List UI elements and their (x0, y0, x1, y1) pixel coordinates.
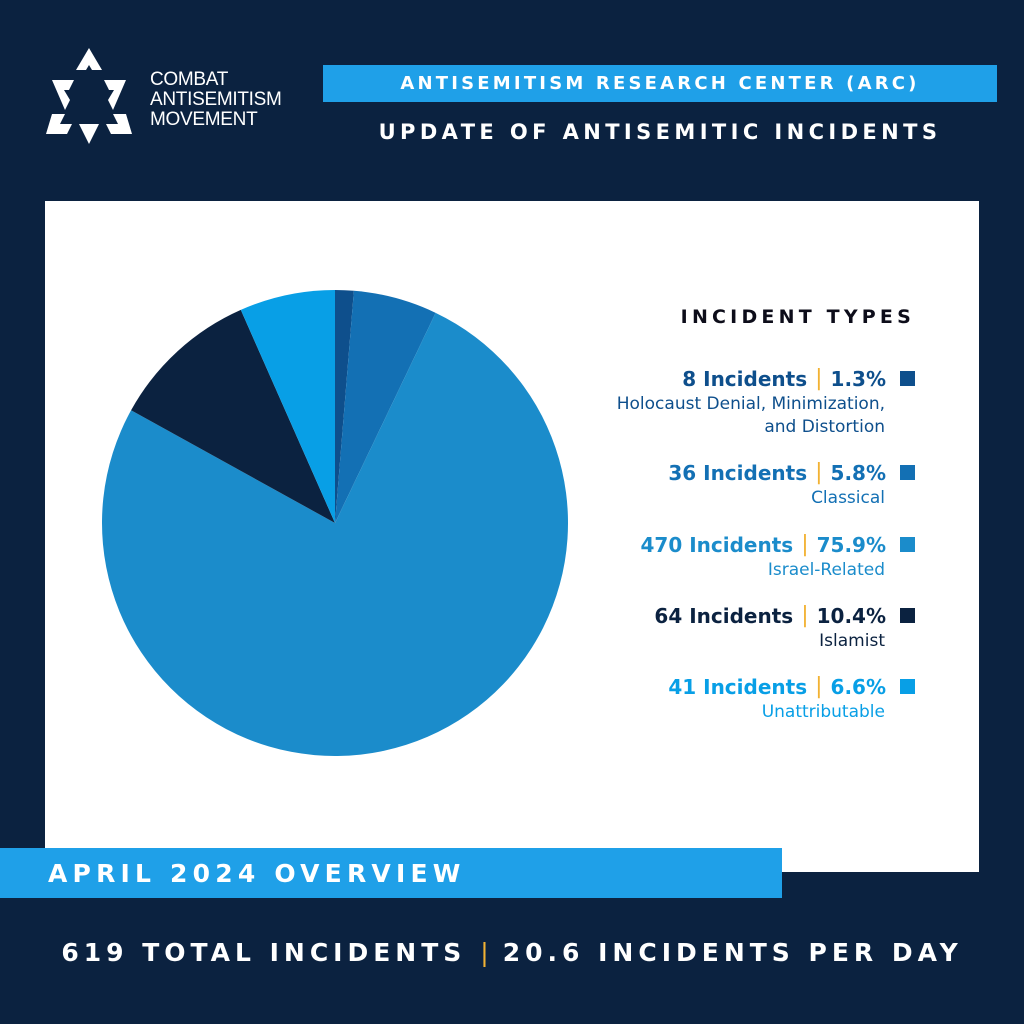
legend-entry: 470 Incidents | 75.9% Israel-Related (560, 532, 915, 582)
pie-slice-israel-related (101, 312, 569, 756)
legend-separator: | (801, 603, 809, 628)
legend-swatch (900, 465, 915, 480)
legend-swatch (900, 371, 915, 386)
pie-chart (101, 290, 569, 756)
org-banner: ANTISEMITISM RESEARCH CENTER (ARC) (323, 65, 997, 102)
legend-percent: 75.9% (816, 532, 886, 557)
legend-swatch (900, 608, 915, 623)
legend-separator: | (815, 366, 823, 391)
pie-slice-holocaust-denial-minimization-and-distortion (335, 290, 354, 523)
overview-label: APRIL 2024 OVERVIEW (48, 859, 466, 888)
legend-category-label: Unattributable (761, 702, 885, 722)
legend-percent: 10.4% (816, 603, 886, 628)
legend-entry: 8 Incidents | 1.3% Holocaust Denial, Minimi… (560, 366, 915, 439)
legend-separator: | (815, 674, 823, 699)
legend-entry: 41 Incidents | 6.6% Unattributable (560, 674, 915, 724)
legend-percent: 1.3% (830, 366, 886, 391)
legend-entry: 36 Incidents | 5.8% Classical (560, 460, 915, 510)
pie-slice-unattributable (240, 290, 335, 523)
legend-percent: 5.8% (830, 460, 886, 485)
legend-count: 64 Incidents (654, 603, 794, 628)
legend-category-label: Islamist (819, 631, 885, 651)
incidents-per-day: 20.6 INCIDENTS PER DAY (502, 938, 963, 967)
overview-banner: APRIL 2024 OVERVIEW (0, 848, 782, 898)
legend-count: 470 Incidents (640, 532, 794, 557)
legend-count: 41 Incidents (668, 674, 808, 699)
footer-separator: | (480, 938, 489, 967)
brand-line: MOVEMENT (150, 109, 258, 130)
pie-slice-islamist (131, 309, 335, 523)
page-subtitle: UPDATE OF ANTISEMITIC INCIDENTS (378, 120, 942, 144)
legend-count: 36 Incidents (668, 460, 808, 485)
legend-percent: 6.6% (830, 674, 886, 699)
legend-category-label: Holocaust Denial, Minimization, (616, 394, 885, 414)
brand-line: COMBAT (150, 69, 229, 90)
legend-title: INCIDENT TYPES (680, 306, 915, 328)
legend-entry: 64 Incidents | 10.4% Islamist (560, 603, 915, 653)
legend-swatch (900, 537, 915, 552)
legend-category-label: Classical (811, 488, 885, 508)
legend-category-label: Israel-Related (767, 560, 885, 580)
footer-stats: 619 TOTAL INCIDENTS | 20.6 INCIDENTS PER D… (0, 938, 1024, 967)
pie-slice-classical (335, 290, 436, 523)
legend-category-label: and Distortion (764, 417, 885, 437)
legend-count: 8 Incidents (682, 366, 808, 391)
legend-separator: | (801, 532, 809, 557)
total-incidents: 619 TOTAL INCIDENTS (61, 938, 467, 967)
brand-name: COMBAT ANTISEMITISM MOVEMENT (150, 70, 282, 130)
org-title: ANTISEMITISM RESEARCH CENTER (ARC) (400, 73, 920, 94)
legend-swatch (900, 679, 915, 694)
brand-line: ANTISEMITISM (150, 89, 282, 110)
legend-separator: | (815, 460, 823, 485)
star-of-david-icon (46, 48, 132, 144)
